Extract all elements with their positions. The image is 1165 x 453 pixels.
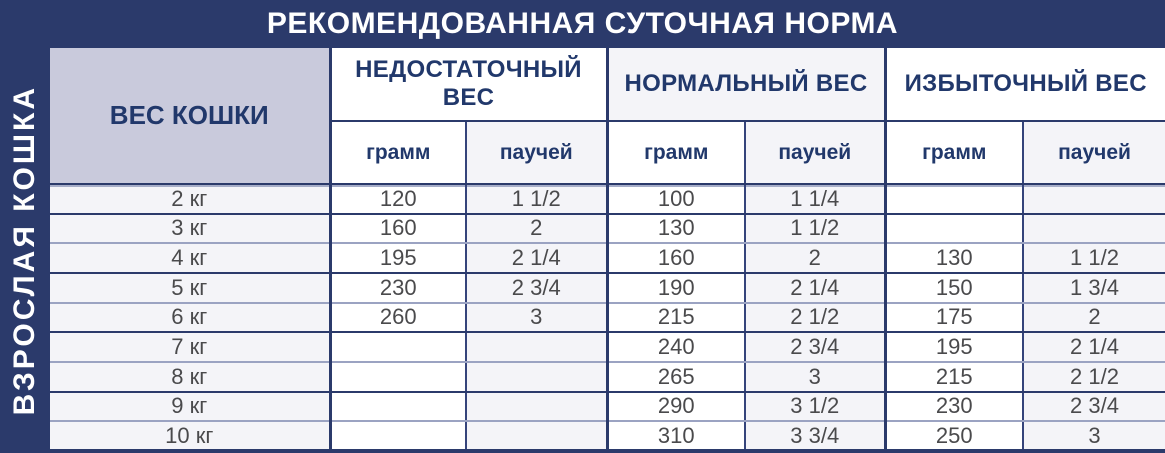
table-row: 10 кг 310 3 3/4 250 3 bbox=[50, 421, 1165, 453]
weight-cell: 2 кг bbox=[50, 184, 332, 215]
grams-subheader: грамм bbox=[607, 121, 746, 185]
pouches-cell: 1 3/4 bbox=[1023, 272, 1165, 304]
pouches-cell: 3 bbox=[1023, 421, 1165, 453]
table-row: 3 кг 160 2 130 1 1/2 bbox=[50, 213, 1165, 245]
weight-cell: 5 кг bbox=[50, 272, 332, 304]
grams-cell: 250 bbox=[885, 421, 1024, 453]
table-area: ВЕС КОШКИ НЕДОСТАТОЧНЫЙ ВЕС НОРМАЛЬНЫЙ В… bbox=[50, 48, 1165, 453]
pouches-cell: 2 bbox=[1023, 302, 1165, 334]
pouches-cell: 2 1/2 bbox=[745, 302, 887, 334]
pouches-cell: 2 3/4 bbox=[466, 272, 609, 304]
pouches-cell: 3 1/2 bbox=[745, 391, 887, 423]
pouches-subheader: паучей bbox=[466, 121, 609, 185]
sidebar-label: ВЗРОСЛАЯ КОШКА bbox=[8, 85, 41, 416]
pouches-cell: 2 bbox=[466, 213, 609, 245]
grams-cell bbox=[330, 421, 467, 453]
grams-cell: 195 bbox=[885, 332, 1024, 363]
grams-cell: 160 bbox=[607, 243, 746, 274]
group-header-underweight: НЕДОСТАТОЧНЫЙ ВЕС bbox=[330, 48, 609, 122]
pouches-cell: 1 1/2 bbox=[745, 213, 887, 245]
pouches-cell bbox=[466, 391, 609, 423]
pouches-cell bbox=[1023, 213, 1165, 245]
grams-cell: 190 bbox=[607, 272, 746, 304]
table-row: 7 кг 240 2 3/4 195 2 1/4 bbox=[50, 332, 1165, 363]
weight-cell: 9 кг bbox=[50, 391, 332, 423]
table-row: 4 кг 195 2 1/4 160 2 130 1 1/2 bbox=[50, 243, 1165, 274]
pouches-cell: 3 bbox=[466, 302, 609, 334]
grams-cell bbox=[885, 213, 1024, 245]
pouches-cell: 2 1/2 bbox=[1023, 361, 1165, 393]
pouches-cell bbox=[466, 332, 609, 363]
weight-column-header: ВЕС КОШКИ bbox=[50, 48, 332, 185]
weight-cell: 7 кг bbox=[50, 332, 332, 363]
grams-subheader: грамм bbox=[885, 121, 1024, 185]
table-row: 5 кг 230 2 3/4 190 2 1/4 150 1 3/4 bbox=[50, 272, 1165, 304]
grams-cell: 160 bbox=[330, 213, 467, 245]
grams-cell: 215 bbox=[885, 361, 1024, 393]
pouches-subheader: паучей bbox=[745, 121, 887, 185]
weight-cell: 4 кг bbox=[50, 243, 332, 274]
pouches-cell: 2 1/4 bbox=[1023, 332, 1165, 363]
pouches-cell: 3 3/4 bbox=[745, 421, 887, 453]
table-row: 8 кг 265 3 215 2 1/2 bbox=[50, 361, 1165, 393]
table-row: 6 кг 260 3 215 2 1/2 175 2 bbox=[50, 302, 1165, 334]
group-header-normal: НОРМАЛЬНЫЙ ВЕС bbox=[607, 48, 887, 122]
pouches-cell: 2 bbox=[745, 243, 887, 274]
main-area: ВЗРОСЛАЯ КОШКА ВЕС КОШКИ НЕДОСТАТОЧНЫЙ В… bbox=[0, 48, 1165, 453]
grams-cell: 120 bbox=[330, 184, 467, 215]
grams-cell: 130 bbox=[885, 243, 1024, 274]
grams-cell: 290 bbox=[607, 391, 746, 423]
weight-cell: 3 кг bbox=[50, 213, 332, 245]
pouches-cell bbox=[1023, 184, 1165, 215]
feeding-table: ВЕС КОШКИ НЕДОСТАТОЧНЫЙ ВЕС НОРМАЛЬНЫЙ В… bbox=[50, 48, 1165, 453]
weight-cell: 6 кг bbox=[50, 302, 332, 334]
grams-cell: 310 bbox=[607, 421, 746, 453]
pouches-cell: 3 bbox=[745, 361, 887, 393]
grams-cell: 230 bbox=[885, 391, 1024, 423]
grams-cell: 175 bbox=[885, 302, 1024, 334]
table-row: 9 кг 290 3 1/2 230 2 3/4 bbox=[50, 391, 1165, 423]
grams-cell: 195 bbox=[330, 243, 467, 274]
grams-cell: 240 bbox=[607, 332, 746, 363]
grams-cell: 100 bbox=[607, 184, 746, 215]
grams-cell: 215 bbox=[607, 302, 746, 334]
pouches-cell: 2 1/4 bbox=[466, 243, 609, 274]
grams-cell: 260 bbox=[330, 302, 467, 334]
pouches-cell bbox=[466, 361, 609, 393]
pouches-cell: 1 1/4 bbox=[745, 184, 887, 215]
pouches-cell bbox=[466, 421, 609, 453]
pouches-cell: 1 1/2 bbox=[1023, 243, 1165, 274]
grams-cell: 150 bbox=[885, 272, 1024, 304]
weight-cell: 10 кг bbox=[50, 421, 332, 453]
grams-cell: 230 bbox=[330, 272, 467, 304]
grams-subheader: грамм bbox=[330, 121, 467, 185]
group-header-row: ВЕС КОШКИ НЕДОСТАТОЧНЫЙ ВЕС НОРМАЛЬНЫЙ В… bbox=[50, 48, 1165, 185]
page-title: РЕКОМЕНДОВАННАЯ СУТОЧНАЯ НОРМА bbox=[0, 0, 1165, 48]
grams-cell: 265 bbox=[607, 361, 746, 393]
pouches-cell: 2 1/4 bbox=[745, 272, 887, 304]
weight-cell: 8 кг bbox=[50, 361, 332, 393]
table-row: 2 кг 120 1 1/2 100 1 1/4 bbox=[50, 184, 1165, 215]
group-header-overweight: ИЗБЫТОЧНЫЙ ВЕС bbox=[885, 48, 1165, 122]
subheader-row: грамм паучей грамм паучей грамм паучей bbox=[50, 121, 1165, 185]
grams-cell: 130 bbox=[607, 213, 746, 245]
grams-cell bbox=[330, 391, 467, 423]
grams-cell bbox=[885, 184, 1024, 215]
pouches-subheader: паучей bbox=[1023, 121, 1165, 185]
pouches-cell: 2 3/4 bbox=[1023, 391, 1165, 423]
grams-cell bbox=[330, 361, 467, 393]
pouches-cell: 2 3/4 bbox=[745, 332, 887, 363]
grams-cell bbox=[330, 332, 467, 363]
pouches-cell: 1 1/2 bbox=[466, 184, 609, 215]
life-stage-sidebar: ВЗРОСЛАЯ КОШКА bbox=[0, 48, 50, 453]
